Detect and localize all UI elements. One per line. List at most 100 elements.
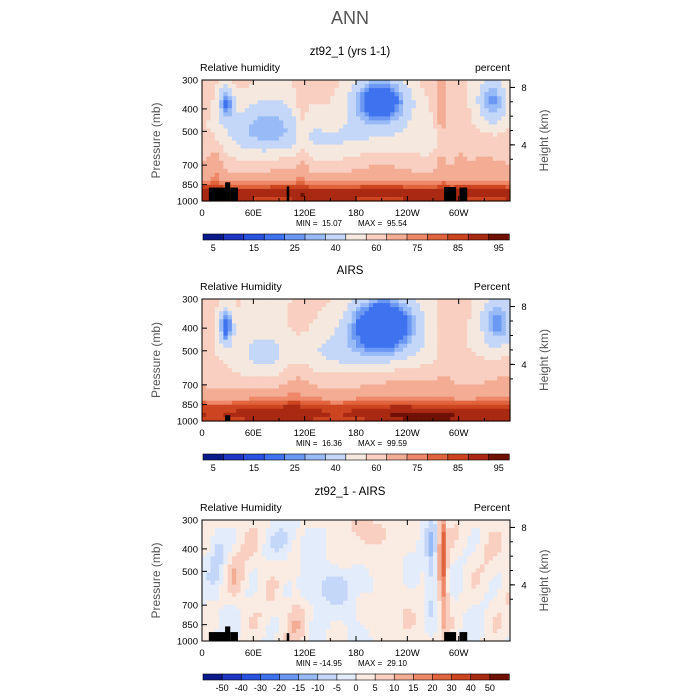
heatmap-cell bbox=[296, 343, 301, 349]
heatmap-cell bbox=[219, 520, 224, 525]
heatmap-cell bbox=[214, 184, 220, 190]
heatmap-cell bbox=[403, 376, 408, 381]
heatmap-cell bbox=[236, 636, 242, 642]
heatmap-cell bbox=[202, 568, 207, 574]
heatmap-cell bbox=[261, 404, 267, 410]
heatmap-cell bbox=[368, 400, 374, 406]
heatmap-cell bbox=[381, 311, 387, 316]
heatmap-cell bbox=[321, 128, 327, 134]
heatmap-cell bbox=[270, 347, 276, 353]
heatmap-cell bbox=[227, 176, 233, 182]
heatmap-cell bbox=[411, 196, 417, 202]
heatmap-cell bbox=[334, 156, 340, 162]
heatmap-cell bbox=[484, 347, 490, 353]
heatmap-cell bbox=[287, 408, 293, 414]
heatmap-cell bbox=[244, 636, 250, 642]
heatmap-cell bbox=[244, 152, 250, 158]
heatmap-cell bbox=[227, 388, 233, 394]
heatmap-cell bbox=[321, 172, 327, 178]
heatmap-cell bbox=[296, 140, 301, 146]
heatmap-cell bbox=[450, 116, 455, 121]
heatmap-cell bbox=[475, 172, 481, 178]
heatmap-cell bbox=[338, 88, 344, 93]
heatmap-cell bbox=[424, 408, 430, 414]
heatmap-cell bbox=[441, 192, 447, 198]
heatmap-cell bbox=[445, 299, 451, 304]
heatmap-cell bbox=[488, 180, 494, 186]
heatmap-cell bbox=[244, 192, 250, 198]
heatmap-cell bbox=[415, 144, 421, 150]
heatmap-cell bbox=[214, 580, 220, 586]
heatmap-cell bbox=[445, 355, 451, 361]
heatmap-cell bbox=[202, 339, 207, 345]
heatmap-cell bbox=[321, 388, 327, 394]
heatmap-cell bbox=[270, 416, 276, 422]
heatmap-cell bbox=[338, 168, 344, 174]
heatmap-cell bbox=[398, 164, 404, 170]
heatmap-cell bbox=[454, 368, 460, 373]
heatmap-cell bbox=[257, 596, 263, 602]
heatmap-cell bbox=[394, 396, 400, 402]
heatmap-cell bbox=[373, 168, 378, 174]
heatmap-cell bbox=[210, 152, 216, 158]
heatmap-cell bbox=[492, 92, 498, 97]
heatmap-cell bbox=[223, 152, 229, 158]
heatmap-cell bbox=[219, 360, 224, 365]
heatmap-cell bbox=[266, 616, 272, 622]
heatmap-cell bbox=[334, 315, 340, 320]
heatmap-cell bbox=[364, 168, 370, 174]
heatmap-cell bbox=[249, 404, 254, 410]
heatmap-cell bbox=[227, 84, 233, 89]
heatmap-cell bbox=[253, 188, 259, 194]
heatmap-cell bbox=[231, 588, 237, 594]
heatmap-cell bbox=[266, 96, 272, 101]
heatmap-cell bbox=[244, 628, 250, 634]
heatmap-cell bbox=[454, 351, 460, 357]
heatmap-cell bbox=[219, 331, 224, 337]
heatmap-cell bbox=[240, 596, 246, 602]
heatmap-cell bbox=[338, 388, 344, 394]
heatmap-cell bbox=[274, 84, 280, 89]
colorbar-label: 5 bbox=[211, 243, 216, 253]
heatmap-cell bbox=[356, 408, 361, 414]
heatmap-cell bbox=[381, 108, 387, 113]
heatmap-cell bbox=[373, 339, 378, 345]
heatmap-cell bbox=[231, 624, 237, 630]
heatmap-cell bbox=[480, 136, 485, 142]
heatmap-cell bbox=[210, 556, 216, 561]
heatmap-cell bbox=[330, 128, 336, 134]
heatmap-cell bbox=[236, 331, 242, 337]
heatmap-cell bbox=[249, 343, 254, 349]
heatmap-cell bbox=[313, 88, 319, 93]
heatmap-cell bbox=[360, 168, 366, 174]
heatmap-cell bbox=[377, 112, 383, 117]
heatmap-cell bbox=[308, 396, 314, 402]
heatmap-cell bbox=[497, 188, 503, 194]
heatmap-cell bbox=[492, 412, 498, 418]
heatmap-cell bbox=[424, 128, 430, 134]
heatmap-cell bbox=[462, 364, 468, 369]
heatmap-cell bbox=[270, 388, 276, 394]
heatmap-cell bbox=[244, 616, 250, 622]
heatmap-cell bbox=[202, 124, 207, 129]
heatmap-cell bbox=[398, 380, 404, 385]
heatmap-cell bbox=[343, 351, 349, 357]
heatmap-cell bbox=[385, 307, 391, 312]
heatmap-cell bbox=[475, 160, 481, 166]
heatmap-cell bbox=[249, 608, 254, 614]
heatmap-cell bbox=[445, 108, 451, 113]
heatmap-cell bbox=[330, 168, 336, 174]
heatmap-cell bbox=[214, 364, 220, 369]
heatmap-cell bbox=[471, 351, 477, 357]
heatmap-cell bbox=[360, 376, 366, 381]
heatmap-cell bbox=[283, 343, 289, 349]
heatmap-cell bbox=[334, 196, 340, 202]
heatmap-cell bbox=[257, 116, 263, 121]
heatmap-cell bbox=[501, 392, 507, 398]
heatmap-cell bbox=[480, 88, 485, 93]
heatmap-cell bbox=[326, 384, 331, 390]
heatmap-cell bbox=[394, 355, 400, 361]
heatmap-cell bbox=[236, 576, 242, 582]
heatmap-cell bbox=[206, 347, 212, 353]
heatmap-cell bbox=[454, 148, 460, 154]
